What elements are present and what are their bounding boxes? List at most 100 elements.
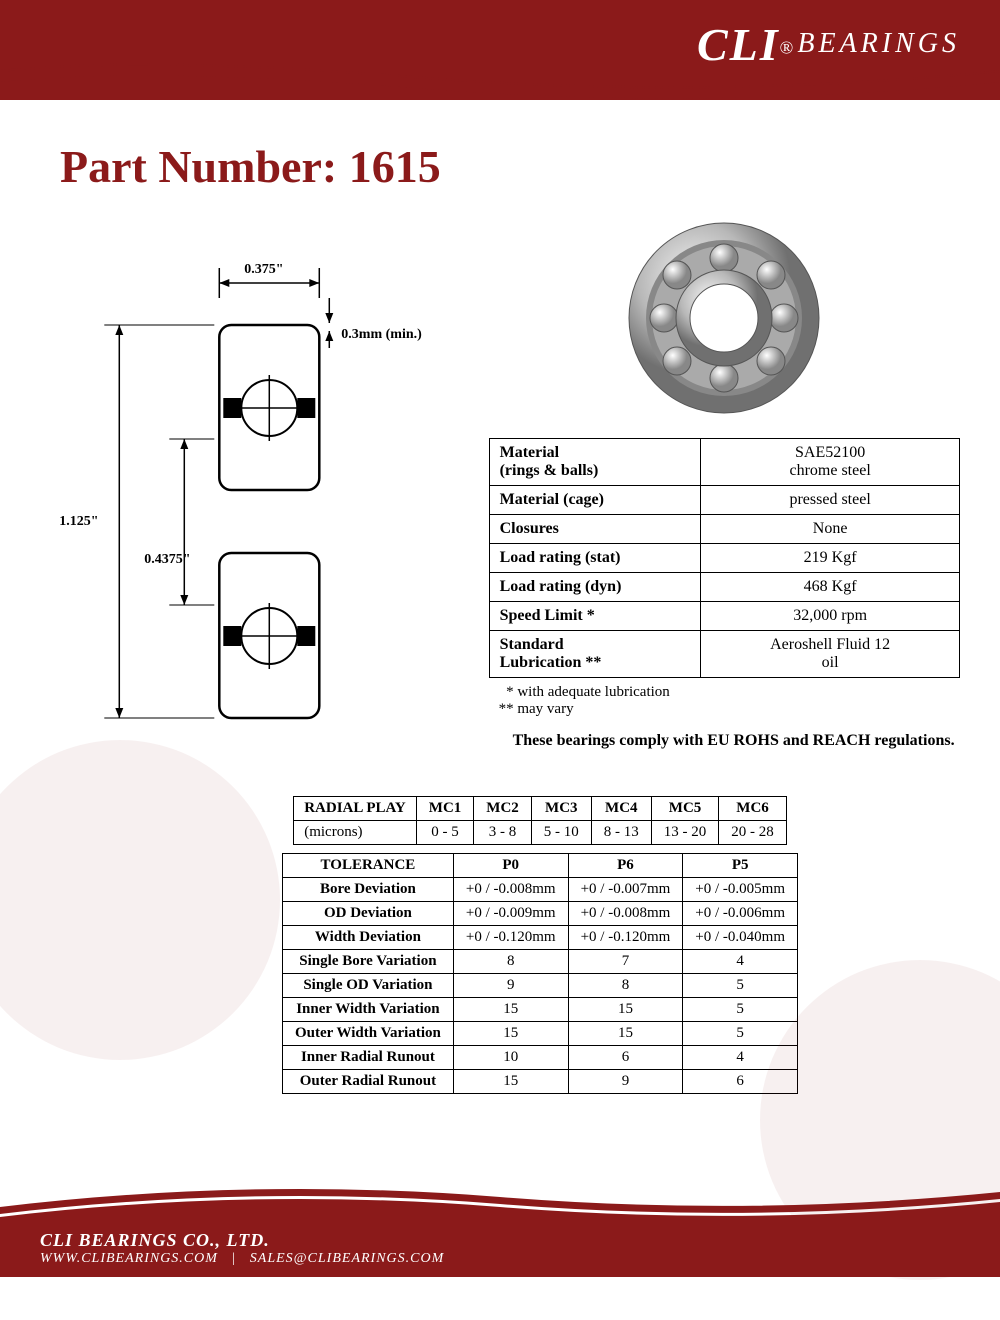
footnote-lubrication: * with adequate lubrication — [499, 684, 960, 701]
tolerance-label: Bore Deviation — [282, 878, 453, 902]
logo-bearings-text: BEARINGS — [797, 28, 960, 59]
tolerance-row: Outer Width Variation15155 — [282, 1022, 797, 1046]
bearing-icon — [619, 213, 829, 423]
tolerance-value: +0 / -0.120mm — [568, 926, 683, 950]
spec-label: Closures — [489, 515, 701, 544]
spec-row: Material (cage)pressed steel — [489, 486, 959, 515]
header-band: CLI®BEARINGS — [0, 0, 1000, 100]
brand-logo: CLI®BEARINGS — [697, 18, 960, 71]
tolerance-value: 9 — [453, 974, 568, 998]
spec-label: Standard Lubrication ** — [489, 631, 701, 678]
tolerance-value: +0 / -0.006mm — [683, 902, 798, 926]
radial-column-header: MC5 — [651, 797, 719, 821]
dim-inner-dia: 0.4375" — [144, 552, 190, 567]
footer-text: CLI BEARINGS CO., LTD. WWW.CLIBEARINGS.C… — [40, 1230, 444, 1267]
tolerance-label: OD Deviation — [282, 902, 453, 926]
radial-value: 8 - 13 — [591, 821, 651, 845]
bearing-photo — [489, 213, 960, 428]
tolerance-label: Single Bore Variation — [282, 950, 453, 974]
tolerance-value: 15 — [453, 1070, 568, 1094]
tolerance-label: Width Deviation — [282, 926, 453, 950]
spec-value: Aeroshell Fluid 12 oil — [701, 631, 960, 678]
tolerance-value: 7 — [568, 950, 683, 974]
bottom-tables: RADIAL PLAYMC1MC2MC3MC4MC5MC6 (microns)0… — [0, 768, 1000, 1094]
radial-column-header: MC3 — [531, 797, 591, 821]
radial-column-header: MC2 — [474, 797, 532, 821]
tolerance-value: 6 — [683, 1070, 798, 1094]
tolerance-value: 9 — [568, 1070, 683, 1094]
tolerance-value: 5 — [683, 998, 798, 1022]
tolerance-value: 5 — [683, 1022, 798, 1046]
tolerance-column-header: P5 — [683, 854, 798, 878]
spec-label: Material (rings & balls) — [489, 439, 701, 486]
tolerance-value: 15 — [453, 998, 568, 1022]
tolerance-label: Outer Radial Runout — [282, 1070, 453, 1094]
tolerance-value: 4 — [683, 1046, 798, 1070]
spec-value: 32,000 rpm — [701, 602, 960, 631]
tolerance-label: Inner Radial Runout — [282, 1046, 453, 1070]
tolerance-row: Inner Radial Runout1064 — [282, 1046, 797, 1070]
tolerance-row: Inner Width Variation15155 — [282, 998, 797, 1022]
tolerance-value: +0 / -0.008mm — [568, 902, 683, 926]
tolerance-label: Single OD Variation — [282, 974, 453, 998]
technical-drawing: 0.375" 0.3mm (min.) — [50, 243, 469, 763]
tolerance-value: 15 — [568, 998, 683, 1022]
spec-value: 468 Kgf — [701, 573, 960, 602]
tolerance-value: 6 — [568, 1046, 683, 1070]
spec-row: Load rating (dyn)468 Kgf — [489, 573, 959, 602]
tolerance-header-label: TOLERANCE — [282, 854, 453, 878]
footer-contact: WWW.CLIBEARINGS.COM | SALES@CLIBEARINGS.… — [40, 1251, 444, 1267]
spec-value: None — [701, 515, 960, 544]
logo-registered-icon: ® — [780, 38, 794, 58]
spec-label: Material (cage) — [489, 486, 701, 515]
footer-website: WWW.CLIBEARINGS.COM — [40, 1251, 218, 1266]
tolerance-label: Inner Width Variation — [282, 998, 453, 1022]
tolerance-value: 15 — [453, 1022, 568, 1046]
compliance-note: These bearings comply with EU ROHS and R… — [489, 718, 960, 750]
radial-value: 3 - 8 — [474, 821, 532, 845]
tolerance-row: Single Bore Variation874 — [282, 950, 797, 974]
spec-row: Standard Lubrication **Aeroshell Fluid 1… — [489, 631, 959, 678]
footer-separator: | — [231, 1251, 236, 1266]
radial-unit: (microns) — [294, 821, 417, 845]
radial-value: 20 - 28 — [719, 821, 787, 845]
tolerance-value: 5 — [683, 974, 798, 998]
diagram-column: 0.375" 0.3mm (min.) — [50, 213, 469, 768]
tolerance-column-header: P6 — [568, 854, 683, 878]
tolerance-column-header: P0 — [453, 854, 568, 878]
tolerance-value: 8 — [453, 950, 568, 974]
tolerance-row: Outer Radial Runout1596 — [282, 1070, 797, 1094]
spec-row: ClosuresNone — [489, 515, 959, 544]
spec-label: Load rating (stat) — [489, 544, 701, 573]
radial-play-table: RADIAL PLAYMC1MC2MC3MC4MC5MC6 (microns)0… — [293, 796, 787, 845]
tolerance-row: Bore Deviation+0 / -0.008mm+0 / -0.007mm… — [282, 878, 797, 902]
dim-chamfer: 0.3mm (min.) — [341, 327, 422, 342]
tolerance-label: Outer Width Variation — [282, 1022, 453, 1046]
footnotes: * with adequate lubrication ** may vary — [489, 678, 960, 718]
footer-company: CLI BEARINGS CO., LTD. — [40, 1230, 444, 1251]
spec-row: Material (rings & balls)SAE52100 chrome … — [489, 439, 959, 486]
radial-value: 5 - 10 — [531, 821, 591, 845]
radial-column-header: MC1 — [416, 797, 474, 821]
tolerance-value: 15 — [568, 1022, 683, 1046]
radial-column-header: MC4 — [591, 797, 651, 821]
main-content: 0.375" 0.3mm (min.) — [0, 193, 1000, 768]
dim-outer-dia: 1.125" — [59, 514, 98, 529]
footnote-vary: ** may vary — [499, 701, 960, 718]
tolerance-row: OD Deviation+0 / -0.009mm+0 / -0.008mm+0… — [282, 902, 797, 926]
spec-row: Load rating (stat)219 Kgf — [489, 544, 959, 573]
tolerance-value: +0 / -0.005mm — [683, 878, 798, 902]
tolerance-value: 8 — [568, 974, 683, 998]
dim-width: 0.375" — [244, 262, 283, 277]
tolerance-value: +0 / -0.040mm — [683, 926, 798, 950]
tolerance-value: +0 / -0.120mm — [453, 926, 568, 950]
spec-value: 219 Kgf — [701, 544, 960, 573]
tolerance-value: +0 / -0.008mm — [453, 878, 568, 902]
spec-column: Material (rings & balls)SAE52100 chrome … — [469, 213, 960, 768]
logo-cli-text: CLI — [697, 19, 780, 70]
spec-label: Load rating (dyn) — [489, 573, 701, 602]
footer-email: SALES@CLIBEARINGS.COM — [250, 1251, 444, 1266]
radial-value: 13 - 20 — [651, 821, 719, 845]
page-title: Part Number: 1615 — [0, 100, 1000, 193]
spec-value: SAE52100 chrome steel — [701, 439, 960, 486]
